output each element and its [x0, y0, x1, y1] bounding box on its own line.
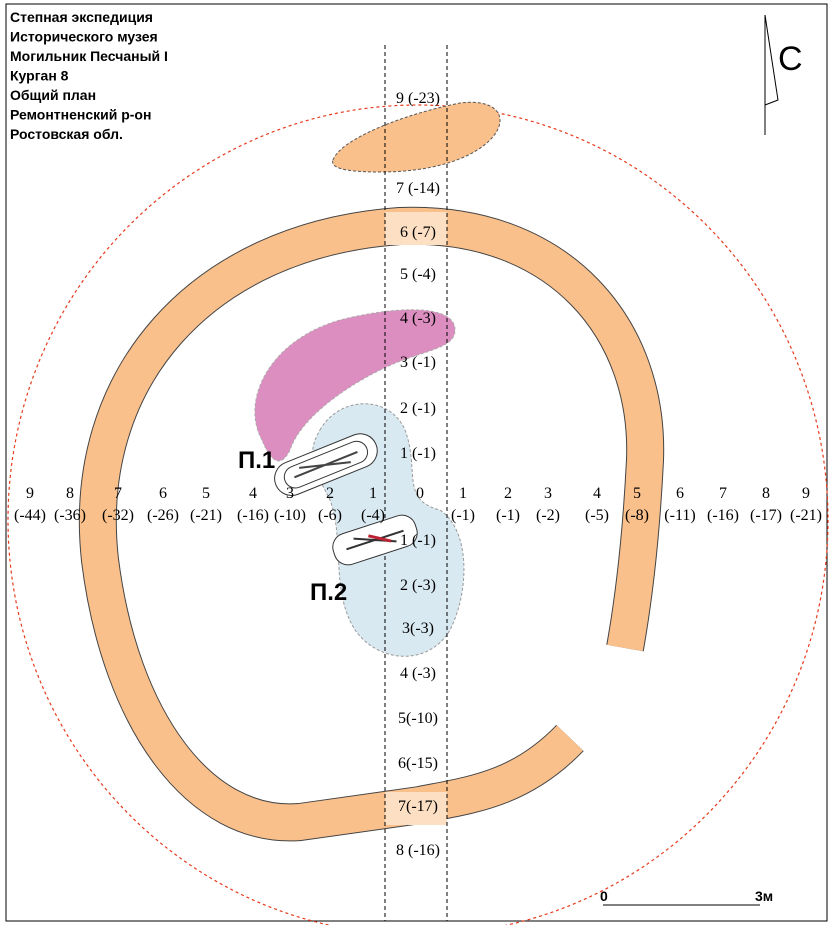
vertical-axis-label: 3 (-1) [400, 354, 436, 371]
vertical-axis-label: 1 (-1) [400, 445, 436, 462]
scale-start: 0 [600, 888, 608, 904]
horizontal-axis-elevation: (-21) [790, 507, 822, 524]
horizontal-axis-number: 3 [544, 485, 552, 502]
horizontal-axis-number: 6 [676, 485, 684, 502]
vertical-axis-label: 1 (-1) [400, 532, 436, 549]
horizontal-axis-elevation: (-26) [147, 507, 179, 524]
horizontal-axis-number: 8 [66, 485, 74, 502]
vertical-axis-label: 8 (-16) [396, 842, 440, 859]
title-line: Ремонтненский р-он [10, 107, 151, 123]
title-line: Степная экспедиция [10, 9, 153, 25]
horizontal-axis-elevation: (-1) [496, 507, 520, 524]
horizontal-axis-number: 3 [286, 485, 294, 502]
horizontal-axis-number: 2 [504, 485, 512, 502]
grave-2 [332, 514, 418, 566]
horizontal-axis-elevation: (-36) [54, 507, 86, 524]
title-line: Курган 8 [10, 68, 69, 84]
horizontal-axis-elevation: (-21) [190, 507, 222, 524]
title-line: Исторического музея [10, 29, 158, 45]
horizontal-axis-elevation: (-1) [451, 507, 475, 524]
vertical-axis-label: 6 (-7) [400, 224, 436, 241]
vertical-axis-label: 2 (-3) [400, 577, 436, 594]
vertical-axis-label: 2 (-1) [400, 400, 436, 417]
horizontal-axis-elevation: (-16) [707, 507, 739, 524]
horizontal-axis-elevation: (-11) [664, 507, 695, 524]
pink-area [254, 309, 456, 462]
horizontal-axis-elevation: (-16) [237, 507, 269, 524]
title-line: Общий план [10, 87, 96, 103]
vertical-axis-label: 9 (-23) [396, 90, 440, 107]
vertical-axis-label: 7(-17) [398, 798, 438, 815]
horizontal-axis-elevation: (-2) [536, 507, 560, 524]
horizontal-axis-number: 9 [26, 485, 34, 502]
horizontal-axis-number: 4 [249, 485, 257, 502]
horizontal-axis-number: 6 [159, 485, 167, 502]
horizontal-axis-number: 5 [633, 485, 641, 502]
vertical-axis-label: 4 (-3) [400, 665, 436, 682]
horizontal-axis-elevation: (-17) [750, 507, 782, 524]
vertical-axis-label: 7 (-14) [396, 180, 440, 197]
horizontal-axis-number: 8 [762, 485, 770, 502]
north-label: С [778, 40, 803, 78]
horizontal-axis-number: 1 [369, 485, 377, 502]
vertical-axis-label: 5(-10) [398, 710, 438, 727]
north-arrow [764, 14, 779, 135]
horizontal-axis-number: 4 [593, 485, 601, 502]
pit-label: П.1 [238, 447, 275, 474]
horizontal-axis-elevation: (-32) [102, 507, 134, 524]
mound-boundary [7, 104, 829, 925]
title-line: Ростовская обл. [10, 126, 123, 142]
scale-end: 3м [755, 888, 773, 904]
horizontal-axis-number: 0 [416, 485, 424, 502]
horizontal-axis-elevation: (-5) [585, 507, 609, 524]
vertical-axis-label: 6(-15) [398, 755, 438, 772]
pit-label: П.2 [310, 579, 347, 606]
embankment-patch [332, 101, 501, 173]
horizontal-axis-number: 5 [202, 485, 210, 502]
vertical-axis-label: 3(-3) [402, 620, 434, 637]
horizontal-axis-elevation: (-10) [274, 507, 306, 524]
horizontal-axis-elevation: (-4) [361, 507, 385, 524]
ditch [79, 207, 664, 841]
grave-1 [274, 433, 378, 496]
horizontal-axis-number: 2 [326, 485, 334, 502]
vertical-axis-label: 4 (-3) [400, 310, 436, 327]
horizontal-axis-number: 7 [719, 485, 727, 502]
horizontal-axis-elevation: (-44) [14, 507, 46, 524]
horizontal-axis-elevation: (-6) [318, 507, 342, 524]
horizontal-axis-number: 1 [459, 485, 467, 502]
title-line: Могильник Песчаный I [10, 48, 168, 64]
vertical-axis-label: 5 (-4) [400, 266, 436, 283]
horizontal-axis-number: 7 [114, 485, 122, 502]
horizontal-axis-number: 9 [802, 485, 810, 502]
horizontal-axis-elevation: (-8) [625, 507, 649, 524]
